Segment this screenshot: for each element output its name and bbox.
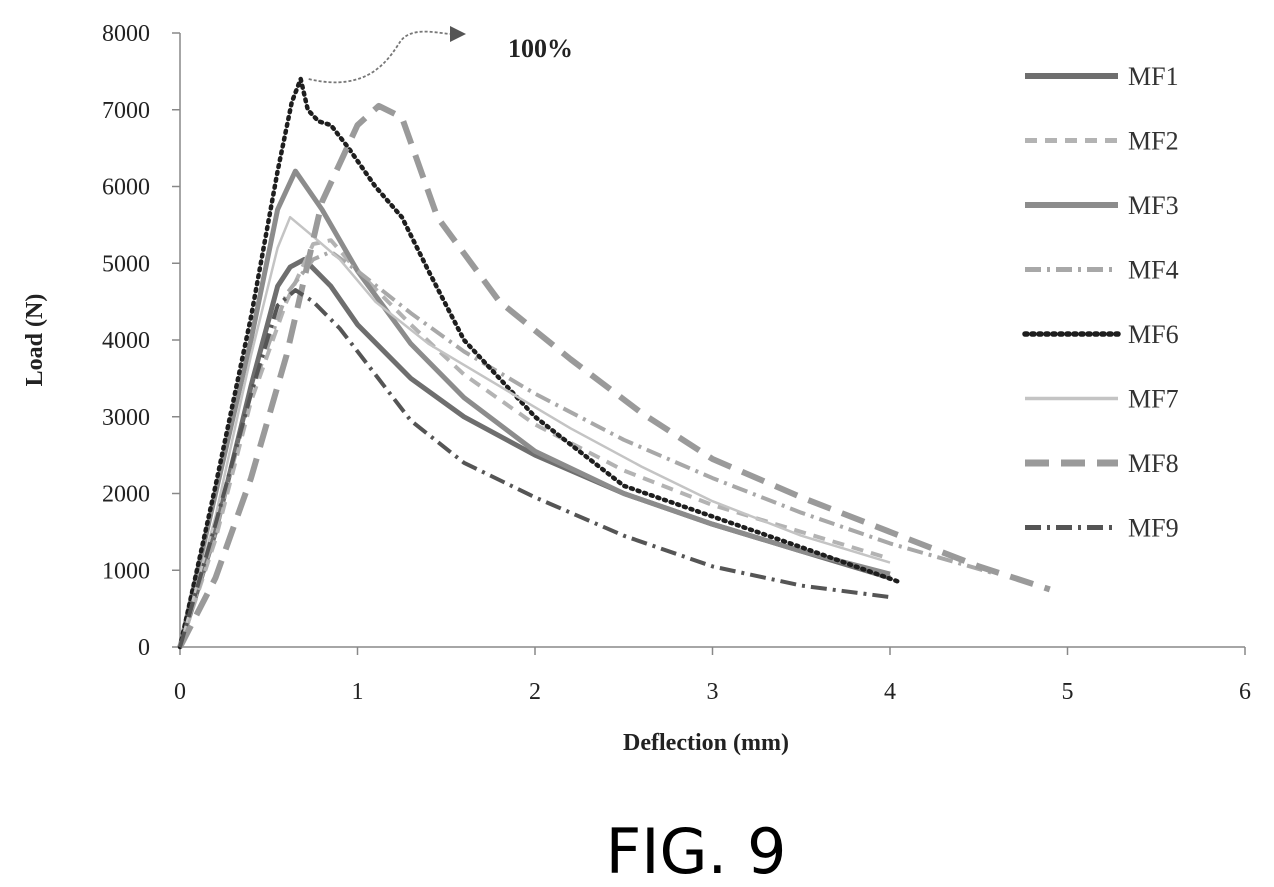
- axes: 0 1 2 3 4 5 6 0 1000 2000 3000 4000 5000 6000 7000 8000: [102, 21, 1251, 705]
- series-line-mf4: [178, 249, 998, 648]
- x-tick-label: 0: [174, 679, 186, 705]
- annotation-arrowhead: [450, 26, 466, 42]
- x-tick-label: 2: [529, 679, 541, 705]
- legend-label-mf8: MF8: [1128, 449, 1179, 478]
- legend-label-mf3: MF3: [1128, 191, 1179, 220]
- series-line-mf6: [177, 76, 902, 650]
- legend-label-mf7: MF7: [1128, 385, 1179, 414]
- x-tick-label: 6: [1239, 679, 1251, 705]
- legend-label-mf4: MF4: [1128, 256, 1179, 285]
- x-tick-label: 3: [707, 679, 719, 705]
- figure-caption: FIG. 9: [606, 815, 787, 887]
- y-tick-label: 3000: [102, 405, 150, 431]
- legend-label-mf9: MF9: [1128, 514, 1179, 543]
- y-axis-title: Load (N): [22, 294, 48, 387]
- y-tick-label: 4000: [102, 328, 150, 354]
- x-tick-label: 5: [1062, 679, 1074, 705]
- legend-label-mf1: MF1: [1128, 62, 1179, 91]
- annotation: 100%: [308, 26, 573, 84]
- series-line-mf7: [178, 215, 891, 648]
- series-line-mf3: [177, 168, 891, 648]
- annotation-label: 100%: [508, 34, 573, 63]
- y-tick-label: 7000: [102, 98, 150, 124]
- y-tick-label: 6000: [102, 175, 150, 201]
- x-tick-label: 4: [884, 679, 896, 705]
- series-line-mf9: [178, 288, 891, 648]
- y-tick-label: 8000: [102, 21, 150, 47]
- series-line-mf2: [178, 238, 891, 648]
- y-tick-label: 1000: [102, 558, 150, 584]
- annotation-arrow: [308, 30, 453, 84]
- series-layer: [177, 76, 1051, 650]
- y-tick-label: 5000: [102, 251, 150, 277]
- x-tick-label: 1: [352, 679, 364, 705]
- legend-label-mf2: MF2: [1128, 127, 1179, 156]
- y-tick-label: 0: [138, 635, 150, 661]
- series-line-mf8: [177, 102, 1051, 649]
- y-tick-label: 2000: [102, 482, 150, 508]
- x-axis-title: Deflection (mm): [623, 730, 789, 756]
- legend: MF1 MF2 MF3 MF4 MF6 MF7 MF8 MF9: [1022, 62, 1179, 543]
- legend-label-mf6: MF6: [1128, 320, 1179, 349]
